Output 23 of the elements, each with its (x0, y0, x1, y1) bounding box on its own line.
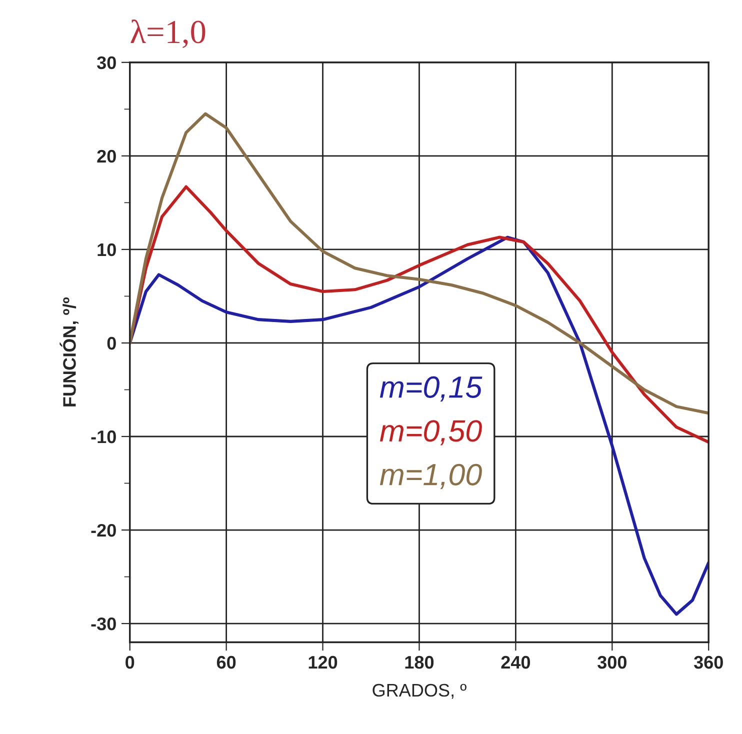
line-series (130, 112, 709, 415)
line-series (130, 236, 709, 616)
y-axis-title: FUNCIÓN, º/º (60, 297, 78, 406)
y-tick-label: -30 (91, 617, 116, 630)
x-tick-label: 360 (694, 656, 723, 669)
text: m=0,15 (380, 376, 482, 402)
text: m=0,50 (380, 420, 482, 446)
x-tick-label: 120 (308, 656, 338, 669)
line-series (130, 185, 709, 444)
x-axis-title: GRADOS, º (372, 684, 466, 699)
y-tick-label: 10 (98, 243, 116, 256)
text: m=1,00 (380, 464, 482, 490)
y-tick-label: 20 (97, 150, 116, 163)
y-tick-label: -10 (91, 430, 116, 444)
x-tick-label: 300 (598, 656, 626, 669)
y-tick-label: 30 (96, 56, 116, 70)
x-tick-label: 60 (216, 656, 236, 669)
y-tick-label: 0 (107, 336, 116, 350)
x-tick-label: 240 (501, 656, 530, 669)
x-tick-label: 180 (405, 656, 434, 669)
chart-title: λ=1,0 (130, 19, 206, 48)
y-tick-label: -20 (91, 524, 116, 537)
x-tick-label: 0 (126, 656, 134, 669)
